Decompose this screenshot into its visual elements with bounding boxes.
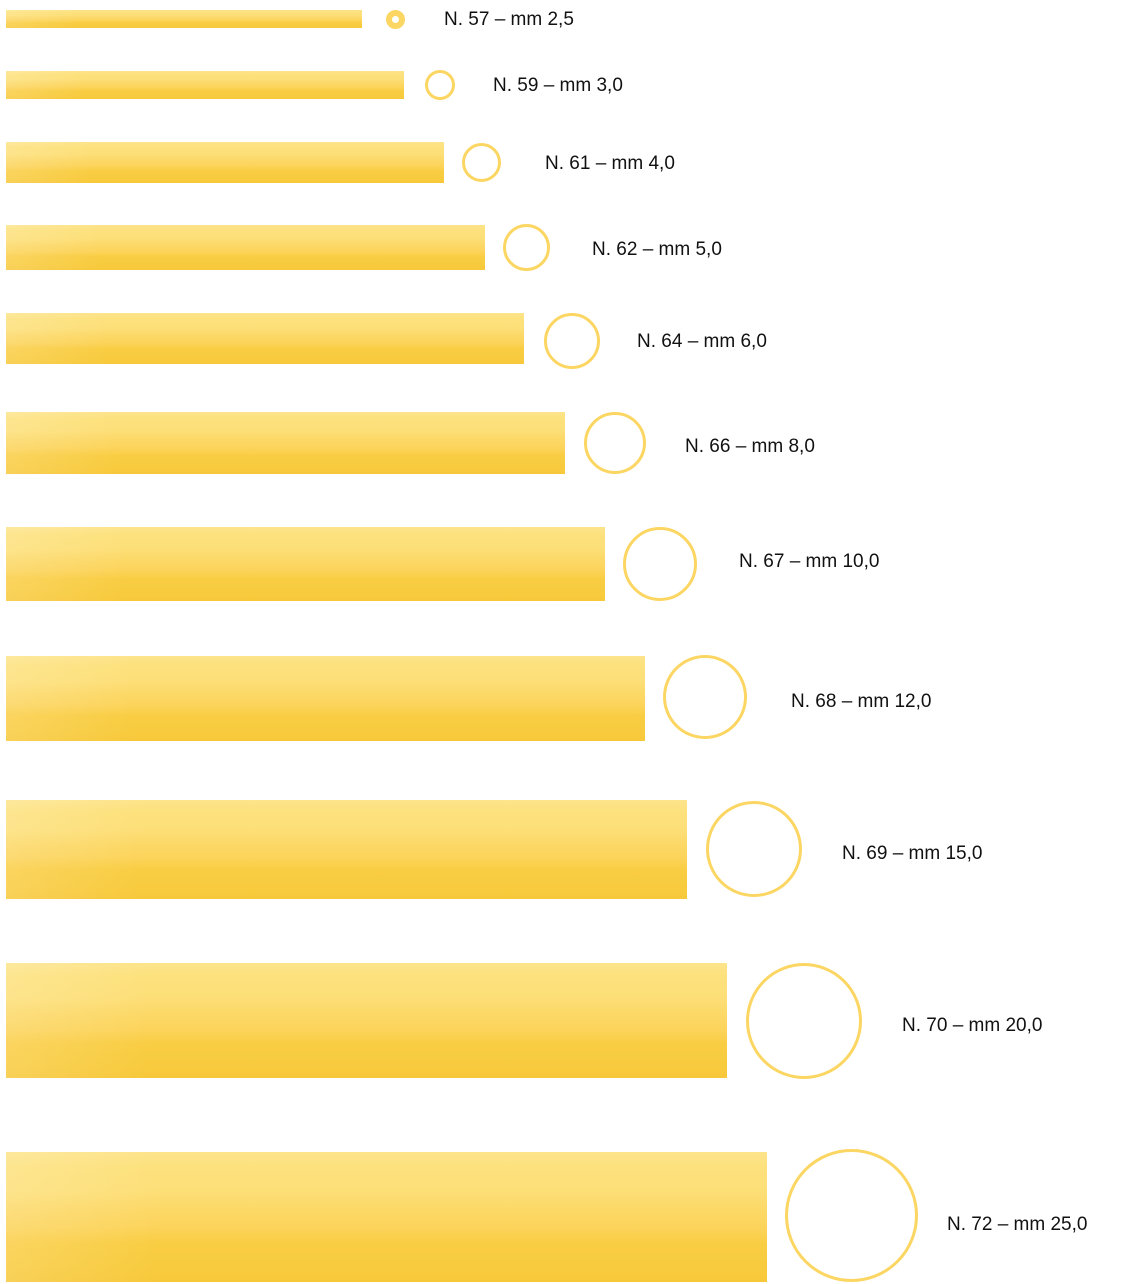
pasta-label-72: N. 72 – mm 25,0	[947, 1214, 1088, 1235]
pasta-ring-69	[706, 801, 802, 897]
pasta-tube-70	[6, 963, 727, 1078]
pasta-label-62: N. 62 – mm 5,0	[592, 239, 722, 260]
pasta-tube-66	[6, 412, 565, 474]
pasta-ring-59	[425, 70, 455, 100]
pasta-ring-64	[544, 313, 600, 369]
pasta-label-68: N. 68 – mm 12,0	[791, 691, 932, 712]
pasta-tube-57	[6, 10, 362, 28]
pasta-tube-72	[6, 1152, 767, 1282]
pasta-tube-67	[6, 527, 605, 601]
pasta-tube-62	[6, 225, 485, 270]
pasta-label-69: N. 69 – mm 15,0	[842, 843, 983, 864]
pasta-ring-66	[584, 412, 646, 474]
pasta-tube-68	[6, 656, 645, 741]
pasta-ring-70	[746, 963, 862, 1079]
pasta-label-59: N. 59 – mm 3,0	[493, 75, 623, 96]
pasta-tube-61	[6, 142, 444, 183]
pasta-ring-61	[462, 143, 501, 182]
pasta-label-57: N. 57 – mm 2,5	[444, 9, 574, 30]
pasta-ring-72	[785, 1149, 918, 1282]
pasta-ring-68	[663, 655, 747, 739]
pasta-label-64: N. 64 – mm 6,0	[637, 331, 767, 352]
pasta-tube-69	[6, 800, 687, 899]
pasta-ring-67	[623, 527, 697, 601]
pasta-label-70: N. 70 – mm 20,0	[902, 1015, 1043, 1036]
pasta-ring-62	[503, 224, 550, 271]
pasta-label-66: N. 66 – mm 8,0	[685, 436, 815, 457]
pasta-ring-57	[386, 10, 405, 29]
pasta-tube-64	[6, 313, 524, 364]
pasta-tube-59	[6, 71, 404, 99]
pasta-label-61: N. 61 – mm 4,0	[545, 153, 675, 174]
pasta-label-67: N. 67 – mm 10,0	[739, 551, 880, 572]
